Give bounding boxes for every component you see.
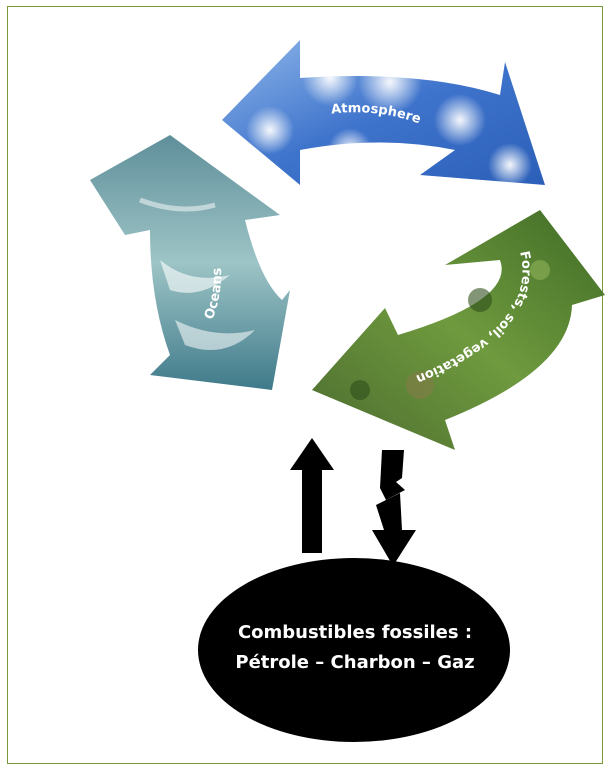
fossil-fuels-label: Combustibles fossiles : Pétrole – Charbo… bbox=[205, 618, 505, 678]
forests-arrow bbox=[312, 210, 605, 450]
emission-up-arrow bbox=[290, 438, 334, 553]
atmosphere-arrow bbox=[222, 40, 545, 187]
formation-down-arrow bbox=[372, 450, 416, 566]
diagram-frame bbox=[7, 6, 603, 764]
fossil-fuels-ellipse bbox=[198, 558, 510, 742]
fossil-fuels-title: Combustibles fossiles : bbox=[237, 622, 473, 643]
fossil-fuels-list: Pétrole – Charbon – Gaz bbox=[235, 652, 475, 673]
oceans-arrow bbox=[90, 135, 290, 390]
